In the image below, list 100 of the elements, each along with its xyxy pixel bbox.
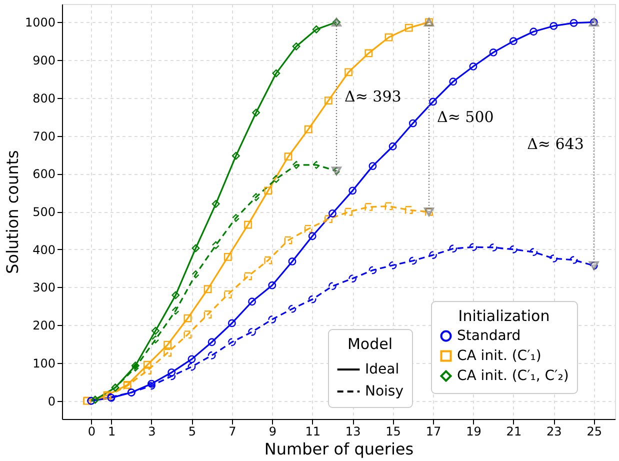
point [550, 22, 558, 30]
point [324, 96, 332, 105]
point [288, 258, 296, 266]
point [308, 232, 316, 240]
point [264, 256, 272, 264]
point [224, 252, 232, 261]
point [312, 160, 320, 169]
point [148, 380, 156, 388]
point [184, 330, 192, 339]
point [348, 186, 357, 195]
y-tick-label: 400 [32, 242, 56, 257]
point [172, 291, 180, 300]
y-tick-label: 0 [48, 394, 56, 408]
y-axis-title: Solution counts [2, 150, 22, 274]
point [408, 256, 417, 265]
x-tick-label: 3 [148, 424, 156, 438]
point [328, 209, 336, 218]
y-tick-label: 900 [32, 54, 56, 68]
legend-title: Initialization [458, 307, 550, 325]
point [570, 18, 578, 27]
point [312, 25, 320, 34]
point [224, 290, 232, 298]
point [228, 338, 236, 346]
point [404, 24, 413, 32]
x-axis-title: Number of queries [264, 440, 414, 458]
annotation: Ideal [365, 362, 400, 378]
point [429, 98, 437, 106]
point [208, 351, 216, 360]
y-tick-label: 200 [32, 318, 56, 333]
point [172, 306, 180, 315]
legend-label: Standard [457, 328, 521, 344]
x-tick-label: 17 [426, 424, 442, 438]
point [288, 304, 296, 313]
legend-label: CA init. (C′₁, C′₂) [457, 368, 569, 384]
point [204, 285, 212, 294]
point [429, 251, 437, 259]
point [192, 244, 200, 252]
point [228, 319, 236, 328]
x-tick-label: 9 [268, 424, 276, 438]
point [252, 108, 260, 117]
point [570, 256, 578, 264]
y-tick-label: 600 [32, 167, 56, 182]
point [348, 274, 357, 282]
x-tick-label: 19 [466, 424, 482, 438]
y-tick-label: 300 [32, 280, 56, 295]
point [509, 245, 518, 254]
point [284, 152, 292, 161]
point [272, 69, 280, 78]
point [469, 243, 478, 252]
x-tick-label: 7 [228, 424, 236, 438]
point [248, 328, 256, 336]
x-tick-label: 23 [546, 424, 562, 438]
y-tick-label: 500 [32, 205, 56, 219]
point [384, 202, 393, 210]
annotation: Δ≈ 500 [436, 108, 494, 126]
point [489, 48, 498, 56]
point [344, 208, 353, 216]
x-tick-label: 0 [88, 424, 96, 438]
y-tick-label: 800 [32, 91, 56, 106]
point [188, 355, 196, 364]
point [232, 214, 240, 222]
y-tick-label: 100 [32, 356, 56, 370]
point [388, 142, 397, 150]
point [204, 310, 212, 318]
y-tick-label: 1000 [24, 16, 56, 30]
point [232, 152, 240, 160]
x-tick-label: 25 [586, 424, 602, 438]
point [368, 162, 377, 170]
point [248, 298, 256, 306]
point [212, 200, 220, 208]
point [292, 160, 300, 169]
point [131, 364, 140, 372]
point [131, 362, 140, 370]
point [152, 326, 160, 335]
point [328, 282, 336, 290]
point [164, 340, 172, 349]
point [304, 224, 312, 233]
point [272, 174, 280, 183]
point [368, 266, 377, 274]
annotation: Δ≈ 393 [344, 88, 402, 106]
x-tick-label: 11 [305, 424, 320, 438]
point [364, 203, 373, 211]
y-tick-label: 700 [32, 129, 56, 144]
point [509, 37, 518, 46]
x-tick-label: 15 [386, 424, 401, 438]
point [164, 348, 172, 357]
point [489, 244, 498, 252]
point [344, 68, 353, 76]
point [192, 270, 200, 278]
point [168, 368, 176, 376]
point [188, 362, 196, 371]
point [212, 241, 220, 250]
point [364, 49, 373, 58]
annotation: Noisy [365, 384, 404, 400]
point [292, 42, 300, 50]
annotation: Model [347, 335, 393, 353]
point [268, 281, 276, 290]
x-tick-label: 1 [108, 424, 116, 438]
point [268, 315, 276, 324]
point [152, 336, 160, 344]
